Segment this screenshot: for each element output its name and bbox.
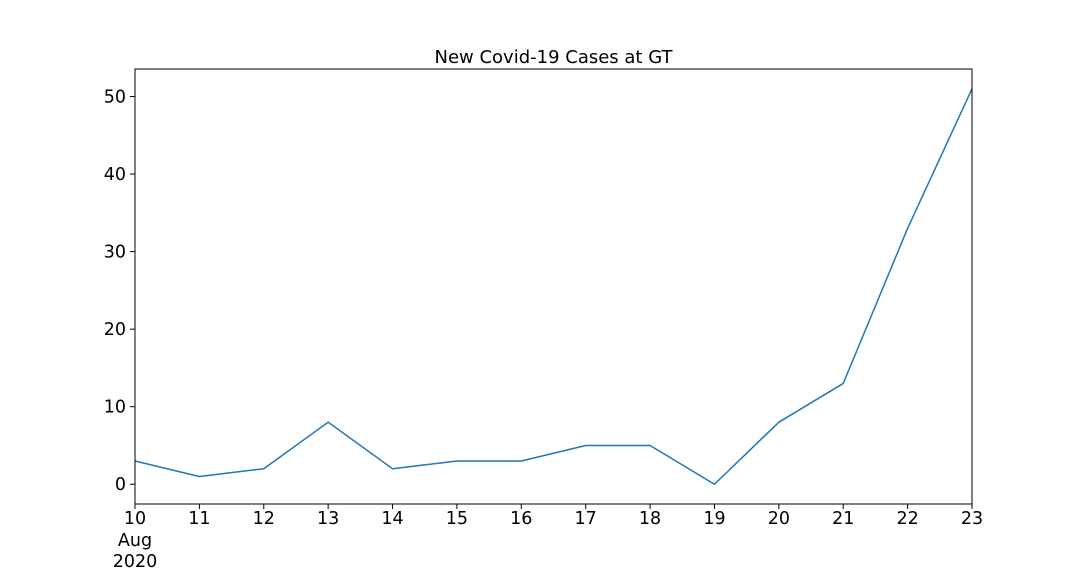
series-line — [134, 88, 973, 485]
x-tick-label: 10 — [124, 509, 146, 529]
x-tick-label: 13 — [317, 509, 339, 529]
x-tick-label: 18 — [639, 509, 661, 529]
x-tick-label: 22 — [896, 509, 918, 529]
x-axis: 10 11 12 13 14 15 16 17 18 19 20 21 22 23 — [124, 504, 983, 529]
y-tick-label: 0 — [115, 475, 126, 495]
x-tick-label: 16 — [510, 509, 532, 529]
x-tick-label: 19 — [703, 509, 725, 529]
y-tick-label: 50 — [104, 88, 126, 108]
chart-title: New Covid-19 Cases at GT — [434, 47, 673, 68]
y-tick-label: 30 — [104, 243, 126, 263]
x-tick-label: 12 — [253, 509, 275, 529]
plot-frame — [134, 68, 973, 505]
x-tick-label: 14 — [381, 509, 403, 529]
x-tick-label: 20 — [768, 509, 790, 529]
x-tick-label: 21 — [832, 509, 854, 529]
y-tick-label: 10 — [104, 398, 126, 418]
y-axis: 0 10 20 30 40 50 — [104, 88, 135, 495]
x-tick-label: 11 — [188, 509, 210, 529]
x-tick-label: 17 — [575, 509, 597, 529]
y-tick-label: 40 — [104, 165, 126, 185]
x-tick-label: 23 — [961, 509, 983, 529]
x-axis-year-label: 2020 — [113, 552, 158, 572]
series-group — [134, 88, 973, 485]
y-tick-label: 20 — [104, 320, 126, 340]
x-tick-label: 15 — [446, 509, 468, 529]
x-axis-month-label: Aug — [118, 531, 152, 551]
